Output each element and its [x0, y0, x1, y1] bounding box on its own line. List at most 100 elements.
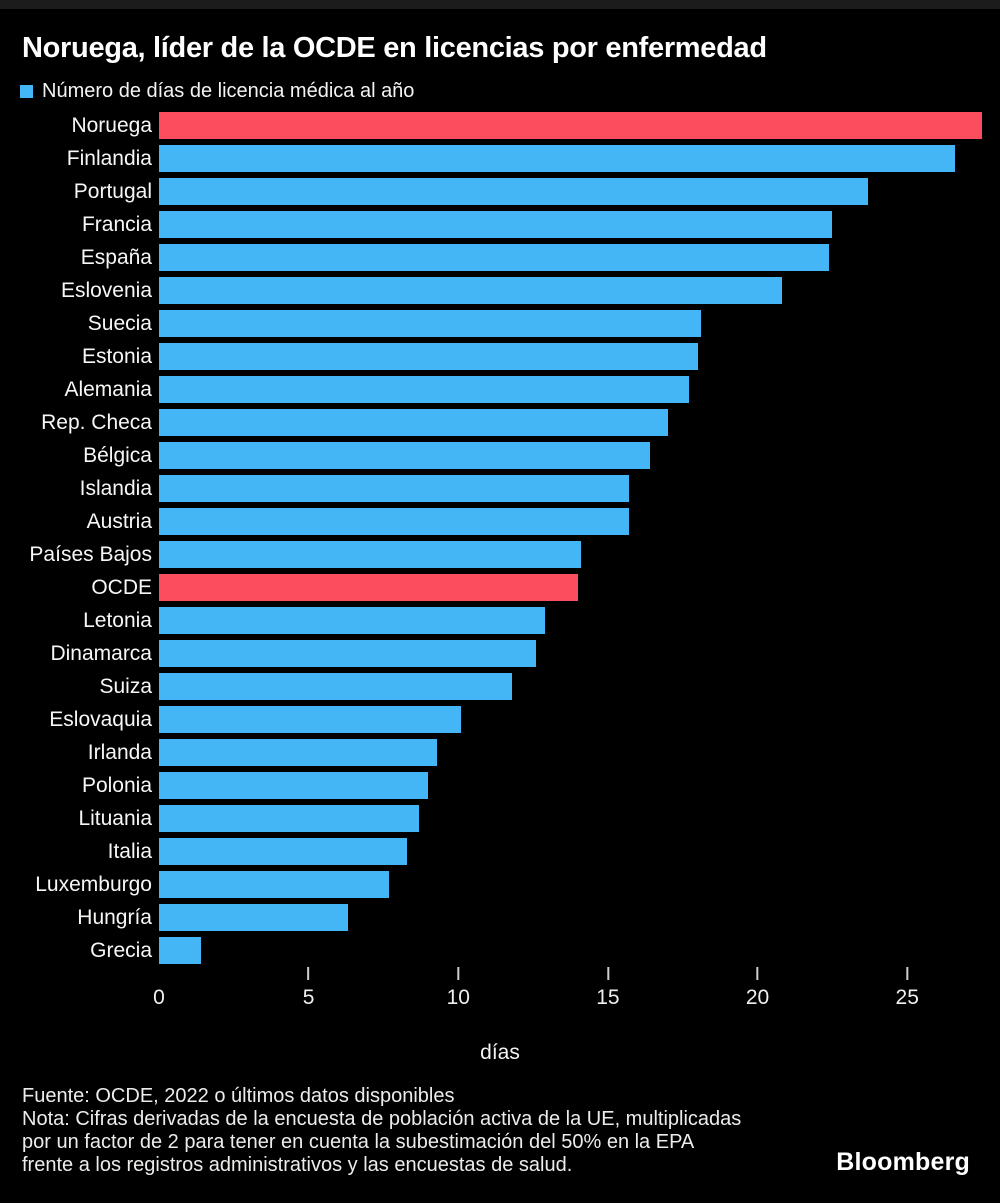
tick-label: 10 — [446, 986, 470, 1009]
bar-track — [159, 442, 1000, 469]
country-label: España — [80, 245, 152, 269]
bar — [159, 772, 429, 799]
source-line: Fuente: OCDE, 2022 o últimos datos dispo… — [22, 1085, 455, 1107]
country-label: Rep. Checa — [41, 410, 152, 434]
chart-row: OCDE — [0, 571, 1000, 604]
chart-row: Rep. Checa — [0, 406, 1000, 439]
bar-track — [159, 739, 1000, 766]
bar — [159, 838, 408, 865]
chart-row: Hungría — [0, 901, 1000, 934]
chart-row: Lituania — [0, 802, 1000, 835]
legend: Número de días de licencia médica al año — [20, 79, 1000, 102]
bar-track — [159, 475, 1000, 502]
country-label: Irlanda — [87, 740, 152, 764]
bar — [159, 211, 833, 238]
chart-row: Eslovenia — [0, 274, 1000, 307]
chart-title: Noruega, líder de la OCDE en licencias p… — [22, 32, 767, 64]
country-label: Portugal — [73, 179, 152, 203]
bar — [159, 904, 348, 931]
chart-row: Alemania — [0, 373, 1000, 406]
legend-label: Número de días de licencia médica al año — [42, 79, 415, 102]
country-label: Lituania — [78, 806, 152, 830]
chart-row: Suecia — [0, 307, 1000, 340]
bar — [159, 739, 438, 766]
tick-label: 0 — [153, 986, 165, 1009]
tick-label: 25 — [895, 986, 919, 1009]
bar-track — [159, 772, 1000, 799]
bar — [159, 310, 701, 337]
bar-track — [159, 409, 1000, 436]
country-label: Países Bajos — [29, 542, 152, 566]
country-label: Italia — [107, 839, 152, 863]
bar-track — [159, 145, 1000, 172]
chart-row: Bélgica — [0, 439, 1000, 472]
chart-row: Suiza — [0, 670, 1000, 703]
axis-tick: 10 — [447, 967, 470, 1010]
country-label: Bélgica — [83, 443, 152, 467]
country-label: Francia — [81, 212, 152, 236]
bar — [159, 541, 581, 568]
bar — [159, 805, 420, 832]
bar — [159, 343, 698, 370]
bar-track — [159, 607, 1000, 634]
bar — [159, 871, 390, 898]
axis-tick: 20 — [746, 967, 769, 1010]
bar-track — [159, 574, 1000, 601]
tick-mark — [457, 967, 460, 980]
bar-track — [159, 508, 1000, 535]
country-label: OCDE — [91, 575, 152, 599]
tick-label: 20 — [745, 986, 770, 1009]
bar — [159, 508, 629, 535]
bar-track — [159, 178, 1000, 205]
country-label: Polonia — [81, 773, 152, 797]
axis-tick: 25 — [896, 967, 919, 1010]
tick-mark — [307, 967, 310, 980]
country-label: Suecia — [87, 311, 152, 335]
country-label: Eslovaquia — [49, 707, 152, 731]
bar-track — [159, 277, 1000, 304]
bar-track — [159, 904, 1000, 931]
bar-track — [159, 541, 1000, 568]
bar-track — [159, 706, 1000, 733]
country-label: Suiza — [99, 674, 152, 698]
chart-row: Francia — [0, 208, 1000, 241]
country-label: Eslovenia — [60, 278, 152, 302]
note-line: Nota: Cifras derivadas de la encuesta de… — [22, 1108, 742, 1130]
axis-tick: 5 — [302, 967, 315, 1010]
x-axis-title: días — [480, 1041, 520, 1064]
chart-row: Grecia — [0, 934, 1000, 967]
bar — [159, 112, 983, 139]
bar-track — [159, 310, 1000, 337]
bar — [159, 376, 689, 403]
chart-row: Finlandia — [0, 142, 1000, 175]
country-label: Hungría — [77, 905, 152, 929]
chart-row: Eslovaquia — [0, 703, 1000, 736]
bar-chart: Noruega Finlandia Portugal Francia Españ… — [0, 109, 1000, 967]
chart-row: Luxemburgo — [0, 868, 1000, 901]
chart-row: Austria — [0, 505, 1000, 538]
bar — [159, 574, 578, 601]
bar — [159, 475, 629, 502]
country-label: Austria — [86, 509, 152, 533]
country-label: Letonia — [83, 608, 152, 632]
tick-label: 5 — [302, 986, 315, 1009]
bar — [159, 673, 513, 700]
bar-track — [159, 244, 1000, 271]
country-label: Finlandia — [66, 146, 152, 170]
chart-row: Noruega — [0, 109, 1000, 142]
chart-row: Estonia — [0, 340, 1000, 373]
tick-mark — [606, 967, 609, 980]
bar-track — [159, 871, 1000, 898]
bar-track — [159, 640, 1000, 667]
chart-row: Países Bajos — [0, 538, 1000, 571]
bar — [159, 244, 830, 271]
bar-track — [159, 838, 1000, 865]
axis-tick: 0 — [153, 967, 165, 1010]
bar-track — [159, 805, 1000, 832]
country-label: Grecia — [90, 938, 152, 962]
bar — [159, 409, 668, 436]
bar-track — [159, 112, 1000, 139]
tick-mark — [906, 967, 909, 980]
bloomberg-logo: Bloomberg — [836, 1148, 970, 1176]
footer-notes: Fuente: OCDE, 2022 o últimos datos dispo… — [22, 1085, 1000, 1177]
